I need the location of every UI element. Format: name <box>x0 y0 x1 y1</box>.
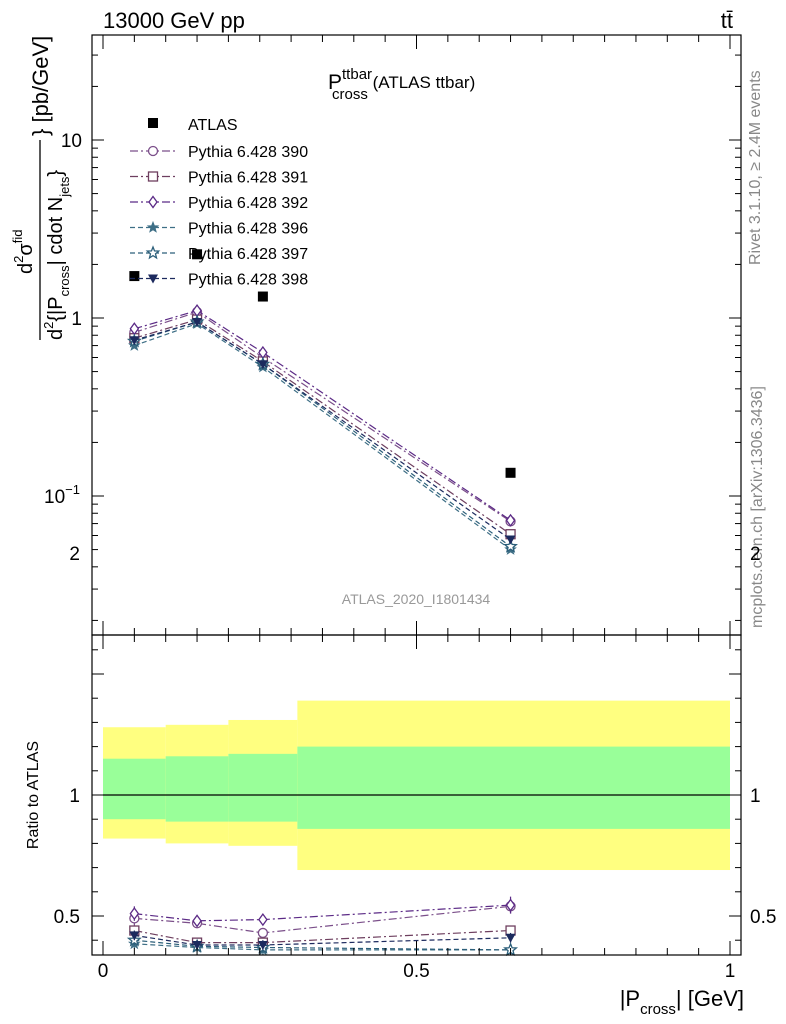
ratio-y-tick-label-right: 2 <box>750 544 761 565</box>
ratio-y-ticks: 0.5 0.5 1 1 2 2 <box>54 544 776 941</box>
legend-marker-4 <box>145 245 161 260</box>
x-label-pre: |P <box>620 986 640 1011</box>
ratio-x-tick-label: 1 <box>725 961 736 982</box>
legend-label-2: Pythia 6.428 392 <box>188 195 308 212</box>
main-y-tick-label: 10−1 <box>44 482 80 508</box>
ratio-series-5-point <box>192 941 203 951</box>
plot-title: Pttbar cross (ATLAS ttbar) <box>328 66 475 103</box>
process-label: tt̄ <box>721 8 733 33</box>
rivet-label: Rivet 3.1.10, ≥ 2.4M events <box>747 70 764 265</box>
main-data-layer <box>126 249 518 555</box>
ratio-series-2-point <box>258 913 268 927</box>
y-label-fraction-numerator: d2σfid <box>10 230 37 274</box>
ratio-series-5-point <box>257 941 268 951</box>
legend-atlas-marker <box>148 118 158 128</box>
ratio-series-line-1 <box>134 929 511 944</box>
series-line-5 <box>134 321 511 540</box>
ratio-x-tick-label: 0 <box>98 961 109 982</box>
series-5-point <box>257 360 268 370</box>
series-5-point <box>129 336 140 346</box>
ratio-y-tick-label: 0.5 <box>54 907 80 928</box>
main-panel: ATLAS Pythia 6.428 390 Pythia 6.428 391 Pyt… <box>10 34 742 636</box>
ratio-series-2-point <box>129 906 140 921</box>
tick-base: 10 <box>44 487 65 508</box>
ratio-band-green-3 <box>297 746 730 829</box>
ratio-band-green-0 <box>103 758 166 820</box>
legend-marker-3 <box>146 220 160 233</box>
beam-label: 13000 GeV pp <box>103 8 245 33</box>
legend-marker-0 <box>147 145 159 157</box>
ratio-x-tick-label: 0.5 <box>403 961 429 982</box>
main-x-ticks <box>102 35 731 635</box>
x-axis-label: |Pcross| [GeV] <box>620 986 744 1018</box>
atlas-data-point <box>257 291 268 302</box>
legend: ATLAS Pythia 6.428 390 Pythia 6.428 391 Pyt… <box>130 117 308 289</box>
atlas-data-point <box>505 467 516 478</box>
legend-label-4: Pythia 6.428 397 <box>188 246 308 263</box>
ratio-y-axis-label: Ratio to ATLAS <box>25 741 42 849</box>
series-5-point <box>505 535 516 545</box>
series-line-2 <box>134 309 511 521</box>
ratio-series-5-point <box>129 931 140 941</box>
ratio-panel: 0.5 0.51 12 2 0 0.5 1 Ratio to ATLAS |Pcross|… <box>25 544 776 1018</box>
legend-label-5: Pythia 6.428 398 <box>188 272 308 289</box>
ratio-y-tick-label: 1 <box>69 786 80 807</box>
ratio-series-2-point <box>192 914 202 928</box>
x-label-post: | [GeV] <box>676 986 744 1011</box>
series-2-point <box>505 513 516 527</box>
title-main: P <box>328 71 342 94</box>
title-suffix: (ATLAS ttbar) <box>368 73 475 92</box>
y-label-units: } [pb/GeV] <box>28 36 53 136</box>
legend-marker-2 <box>148 195 158 209</box>
ratio-y-tick-label-right: 0.5 <box>750 907 776 928</box>
y-label-fraction-denominator: d2{|Pcross| cdot Njets} <box>41 170 72 340</box>
main-y-tick-label: 1 <box>71 309 82 330</box>
ratio-series-0-point <box>257 927 269 939</box>
title-sub: cross <box>332 86 368 103</box>
title-sup: ttbar <box>342 66 372 83</box>
legend-label-0: Pythia 6.428 390 <box>188 144 308 161</box>
ratio-data-layer <box>126 896 519 957</box>
series-line-4 <box>134 321 511 548</box>
ratio-y-tick-label: 2 <box>69 544 80 565</box>
series-5-point <box>192 317 203 327</box>
tick-exponent: −1 <box>65 482 80 497</box>
ratio-band-green-1 <box>165 756 229 822</box>
mcplots-label: mcplots.cern.ch [arXiv:1306.3436] <box>749 386 766 628</box>
atlas-data-point <box>192 249 203 260</box>
ratio-band-green-2 <box>228 753 298 822</box>
legend-atlas-label: ATLAS <box>188 117 238 134</box>
x-label-sub: cross <box>640 1001 676 1018</box>
ratio-uncertainty-bands <box>103 700 730 871</box>
series-line-3 <box>134 322 511 551</box>
ratio-y-tick-label-right: 1 <box>750 786 761 807</box>
legend-label-3: Pythia 6.428 396 <box>188 221 308 238</box>
legend-marker-1 <box>147 171 159 182</box>
ratio-series-line-4 <box>134 939 511 951</box>
series-4-point <box>503 538 518 553</box>
series-line-1 <box>134 318 511 535</box>
series-line-0 <box>134 311 511 522</box>
main-y-tick-label: 10 <box>61 131 82 152</box>
ratio-series-line-3 <box>134 943 511 951</box>
ratio-series-line-0 <box>134 905 511 934</box>
legend-label-1: Pythia 6.428 391 <box>188 170 308 187</box>
legend-marker-5 <box>148 274 158 284</box>
ratio-series-5-point <box>505 933 516 943</box>
ratio-series-line-2 <box>134 904 511 922</box>
ratio-series-line-5 <box>134 934 511 946</box>
analysis-watermark: ATLAS_2020_I1801434 <box>342 591 491 607</box>
atlas-data-point <box>129 271 140 282</box>
main-y-axis-label: d2σfid d2{|Pcross| cdot Njets} } [pb/GeV… <box>10 36 72 340</box>
ratio-series-2-point <box>505 898 516 912</box>
ratio-x-ticks: 0 0.5 1 <box>98 635 736 982</box>
